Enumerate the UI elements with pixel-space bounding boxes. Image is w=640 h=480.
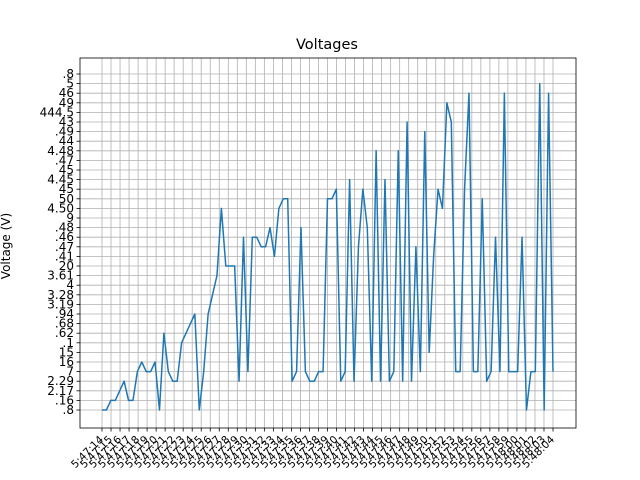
y-axis: .8.162.172.2971615.1.62.68.943.193.2843.… bbox=[40, 67, 80, 417]
y-tick-label: 4.50 bbox=[47, 201, 74, 215]
y-tick-label: 2.29 bbox=[47, 374, 74, 388]
y-tick-label: 15 bbox=[59, 345, 74, 359]
y-tick-label: .1 bbox=[63, 336, 74, 350]
y-tick-label: .94 bbox=[55, 307, 74, 321]
y-tick-label: 43 bbox=[59, 115, 74, 129]
y-tick-label: .49 bbox=[55, 125, 74, 139]
y-tick-label: .16 bbox=[55, 393, 74, 407]
y-tick-label: 2.17 bbox=[47, 384, 74, 398]
y-tick-label: 50 bbox=[59, 192, 74, 206]
y-tick-label: .8 bbox=[63, 67, 74, 81]
y-tick-label: 46 bbox=[59, 86, 74, 100]
y-tick-label: .46 bbox=[55, 230, 74, 244]
y-tick-label: .47 bbox=[55, 153, 74, 167]
y-tick-label: 4.45 bbox=[47, 173, 74, 187]
y-tick-label: 3.28 bbox=[47, 288, 74, 302]
y-tick-label: 49 bbox=[59, 96, 74, 110]
y-tick-label: 44 bbox=[59, 134, 74, 148]
y-tick-label: 3.19 bbox=[47, 297, 74, 311]
chart-title: Voltages bbox=[296, 37, 358, 53]
y-tick-label: .68 bbox=[55, 317, 74, 331]
plot-frame bbox=[79, 57, 577, 429]
y-tick-label: .62 bbox=[55, 326, 74, 340]
y-tick-label: 45 bbox=[59, 182, 74, 196]
y-tick-label: .47 bbox=[55, 240, 74, 254]
y-tick-label: 4.48 bbox=[47, 144, 74, 158]
x-axis: 5:47:145:47:155:47:165:47:175:47:185:47:… bbox=[69, 428, 557, 471]
y-tick-label: 20 bbox=[59, 259, 74, 273]
y-tick-label: 7 bbox=[66, 365, 74, 379]
y-tick-label: .8 bbox=[63, 403, 74, 417]
y-tick-label: .41 bbox=[55, 249, 74, 263]
y-tick-label: 5 bbox=[66, 77, 74, 91]
y-tick-label: 4 bbox=[66, 278, 74, 292]
y-tick-label: 3.61 bbox=[47, 269, 74, 283]
y-axis-label: Voltage (V) bbox=[0, 213, 13, 279]
y-tick-label: 9 bbox=[66, 211, 74, 225]
y-tick-label: .48 bbox=[55, 221, 74, 235]
y-tick-label: 444.5 bbox=[40, 105, 74, 119]
y-tick-label: 16 bbox=[59, 355, 74, 369]
y-tick-label: 45 bbox=[59, 163, 74, 177]
voltage-series-line bbox=[102, 82, 554, 411]
